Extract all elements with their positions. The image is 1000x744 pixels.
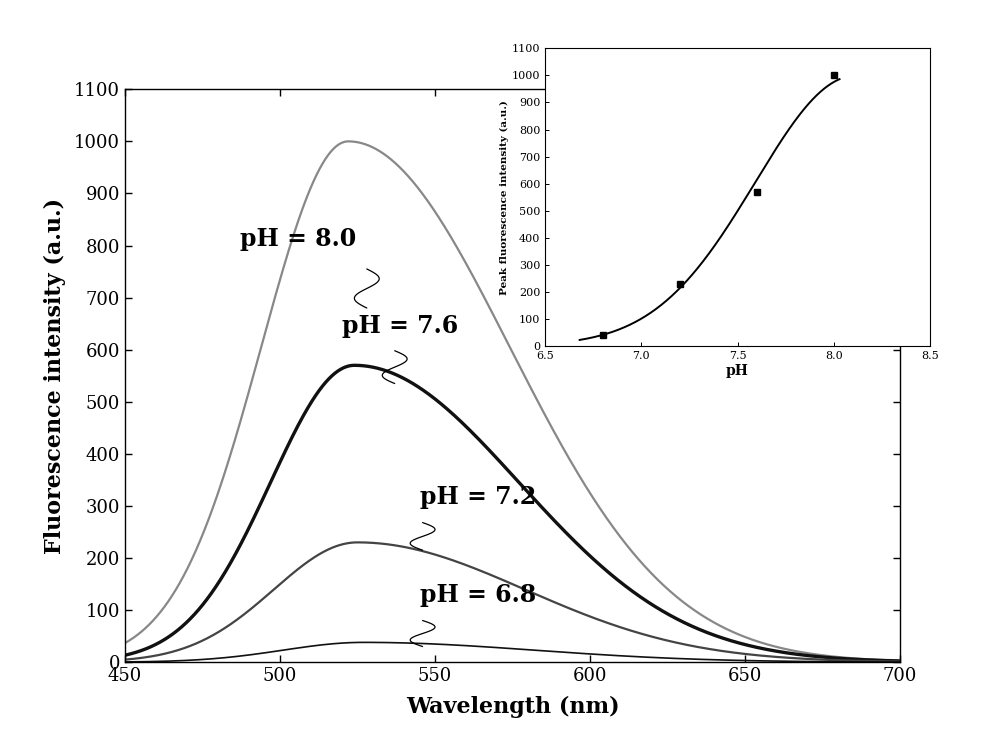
Y-axis label: Fluorescence intensity (a.u.): Fluorescence intensity (a.u.) (44, 198, 66, 554)
Text: pH = 7.2: pH = 7.2 (420, 484, 536, 509)
Text: pH = 8.0: pH = 8.0 (240, 227, 356, 251)
Y-axis label: Peak fluorescence intensity (a.u.): Peak fluorescence intensity (a.u.) (500, 100, 509, 295)
X-axis label: Wavelength (nm): Wavelength (nm) (406, 696, 619, 718)
X-axis label: pH: pH (726, 364, 749, 378)
Text: pH = 7.6: pH = 7.6 (342, 314, 458, 339)
Text: pH = 6.8: pH = 6.8 (420, 583, 536, 607)
